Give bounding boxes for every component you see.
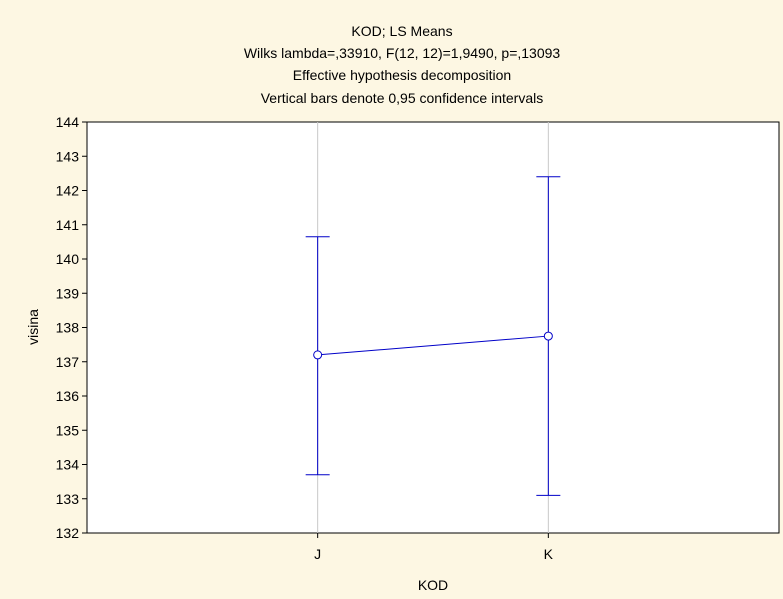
y-tick-label: 140: [56, 251, 80, 267]
mean-point: [313, 350, 323, 360]
y-tick-label: 136: [56, 388, 80, 404]
chart-title-block: KOD; LS Means Wilks lambda=,33910, F(12,…: [244, 23, 561, 106]
x-tick-label: J: [314, 546, 321, 562]
y-axis: 132 133 134 135 136 137 138 139 140 141 142 143 144: [56, 114, 87, 541]
chart-title-line-4: Vertical bars denote 0,95 confidence int…: [261, 90, 544, 106]
chart-title-line-3: Effective hypothesis decomposition: [293, 67, 511, 83]
series-layer: [305, 176, 561, 496]
x-tick-label: K: [544, 546, 554, 562]
mean-point: [543, 331, 553, 341]
y-tick-label: 143: [56, 148, 80, 164]
plot-area: [86, 121, 780, 534]
y-tick-label: 139: [56, 285, 80, 301]
y-tick-label: 142: [56, 183, 80, 199]
chart-title-line-2: Wilks lambda=,33910, F(12, 12)=1,9490, p…: [244, 45, 561, 61]
y-tick-label: 141: [56, 217, 80, 233]
y-tick-label: 133: [56, 491, 80, 507]
y-tick-label: 135: [56, 422, 80, 438]
y-tick-label: 134: [56, 457, 80, 473]
y-axis-title: visina: [25, 309, 41, 345]
y-tick-label: 132: [56, 525, 80, 541]
series-line: [317, 335, 549, 356]
y-tick-label: 144: [56, 114, 80, 130]
y-tick-label: 138: [56, 320, 80, 336]
y-tick-label: 137: [56, 354, 80, 370]
chart-title-line-1: KOD; LS Means: [351, 23, 452, 39]
x-axis-title: KOD: [418, 577, 448, 593]
